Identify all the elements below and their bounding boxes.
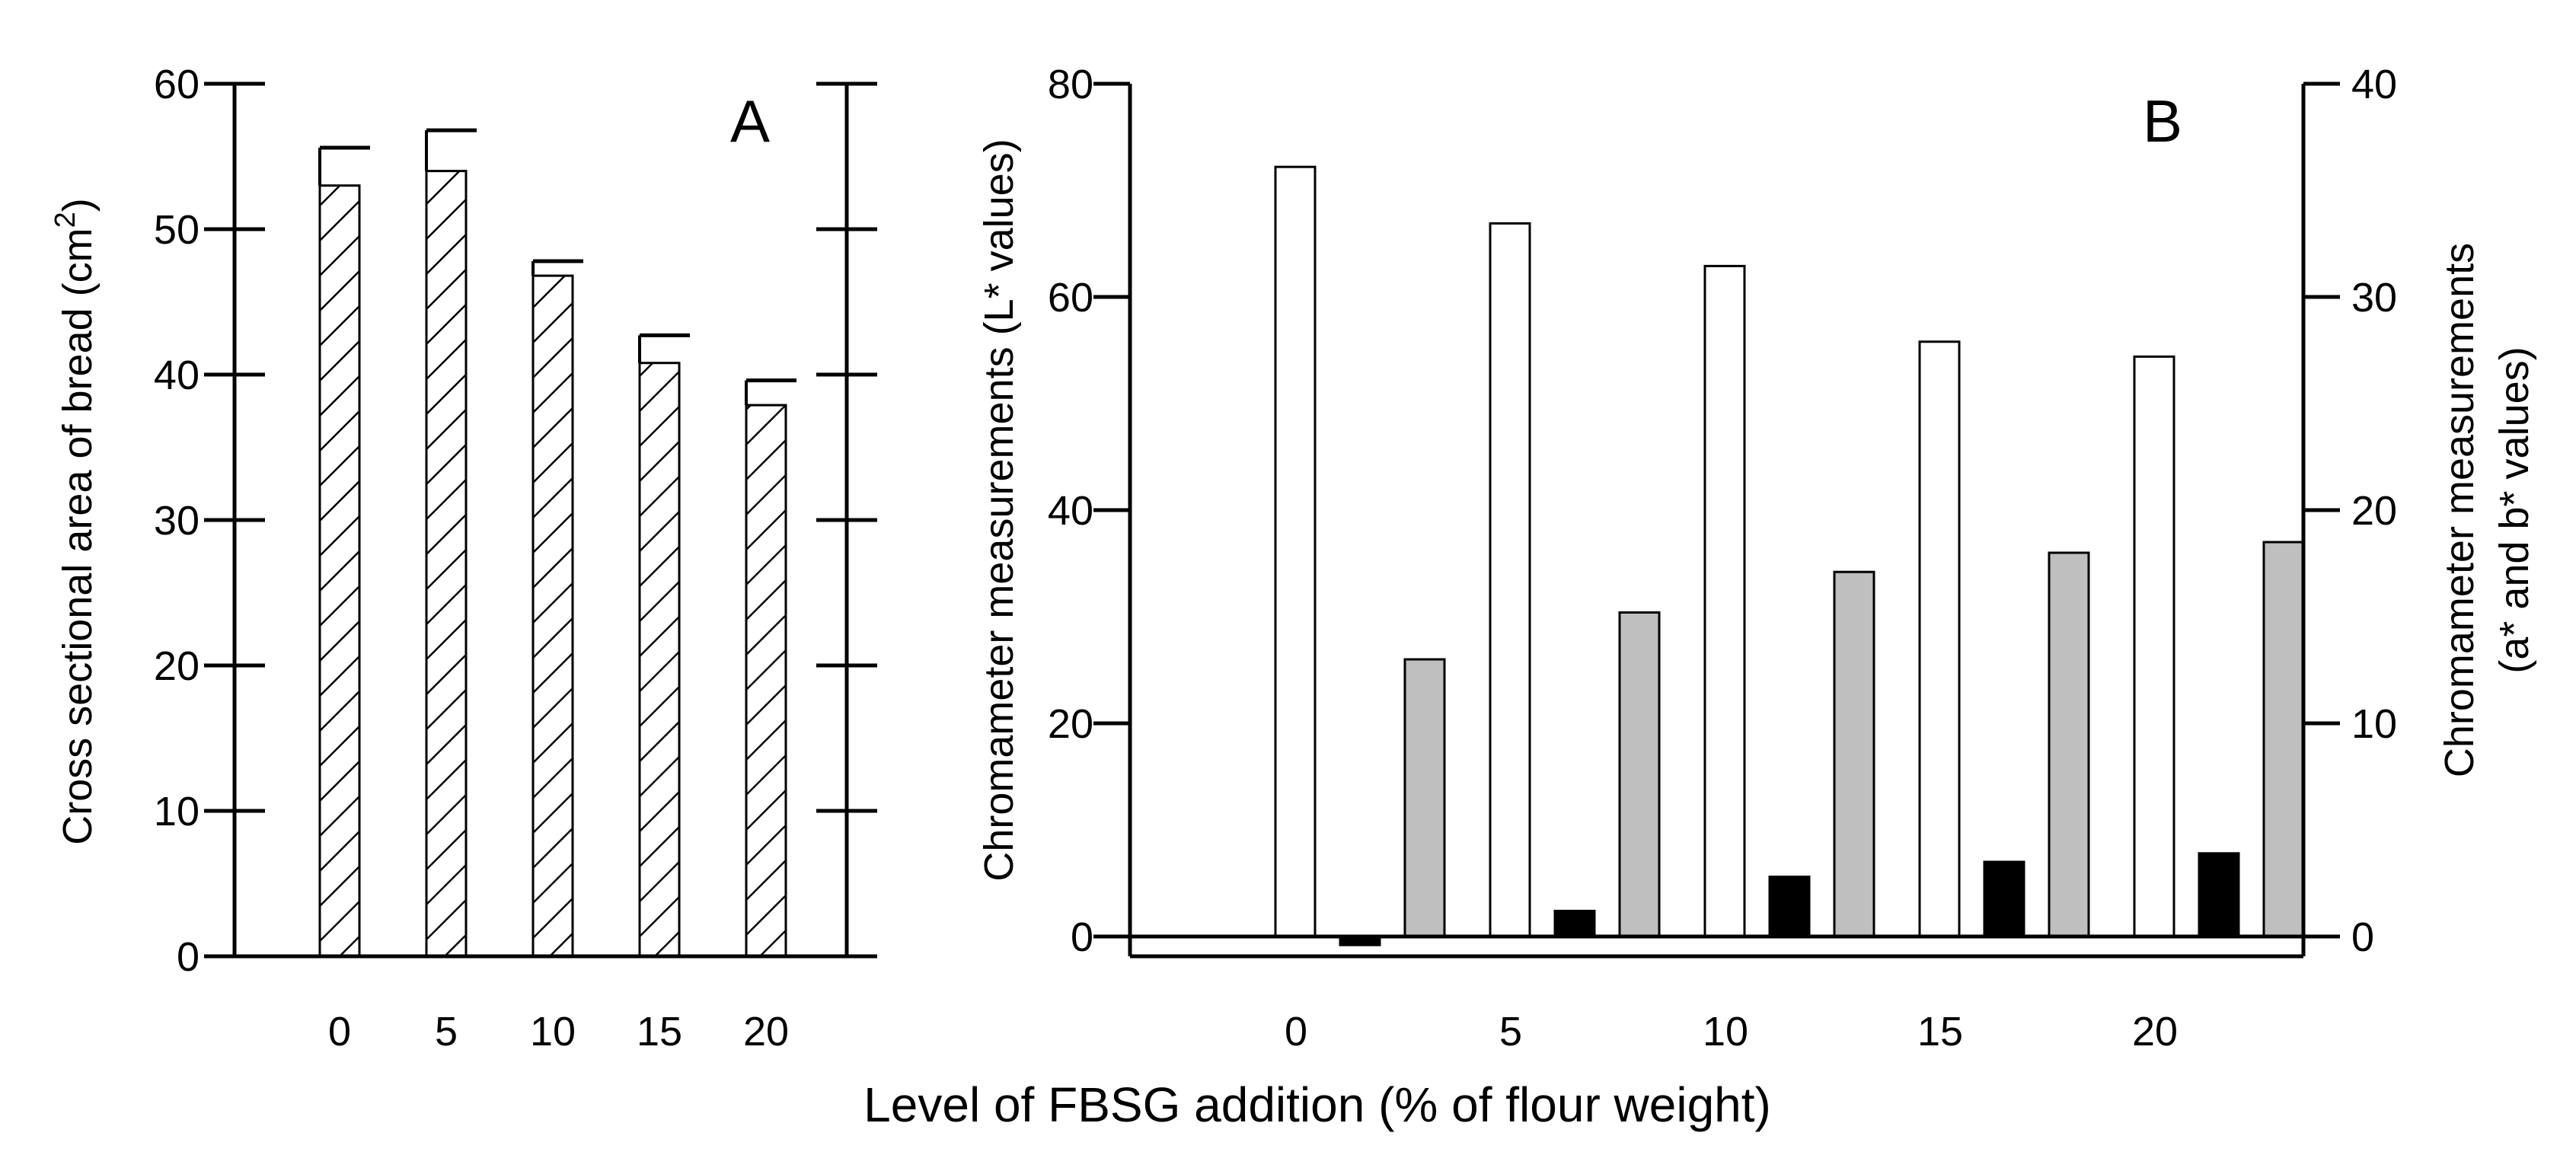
- panel-a-y-tick-0: 0: [177, 934, 200, 980]
- panel-a-x-tick-labels: 0 5 10 15 20: [328, 1009, 789, 1055]
- panel-a-y-tick-50: 50: [154, 207, 200, 253]
- panel-b-x-tick-20: 20: [2132, 1009, 2178, 1055]
- panel-b-bar-astar-20: [2198, 852, 2240, 938]
- panel-a-bar-10: [531, 274, 574, 958]
- panel-a: 0 10 20 30 40 50 60 0 5 10 15 20 A Cross sectional…: [49, 62, 877, 1055]
- panel-b-bar-bstar-15: [2048, 551, 2090, 938]
- panel-b-label: B: [2143, 88, 2182, 155]
- panel-b-x-tick-labels: 0 5 10 15 20: [1285, 1009, 2178, 1055]
- panel-b-bar-lstar-15: [1918, 340, 1961, 938]
- panel-b-right-tick-0: 0: [2351, 914, 2374, 960]
- panel-b-bar-bstar-20: [2262, 541, 2305, 938]
- panel-b-right-axis-label-line2: (a* and b* values): [2491, 346, 2537, 673]
- panel-b-bar-astar-5: [1553, 909, 1596, 938]
- panel-b-left-tick-40: 40: [1048, 488, 1093, 534]
- panel-a-y-tick-60: 60: [154, 62, 200, 107]
- panel-b-right-tick-labels: 0 10 20 30 40: [2351, 62, 2397, 960]
- panel-b-bars: [1274, 165, 2305, 946]
- panel-a-y-axis-label: Cross sectional area of bread (cm2): [49, 198, 101, 844]
- panel-b-x-tick-15: 15: [1917, 1009, 1963, 1055]
- panel-a-y-tick-10: 10: [154, 789, 200, 834]
- panel-a-label: A: [730, 88, 770, 155]
- panel-a-bar-20: [745, 404, 787, 958]
- panel-b-x-tick-0: 0: [1285, 1009, 1307, 1055]
- panel-b-right-tick-30: 30: [2351, 275, 2397, 321]
- panel-b-right-tick-20: 20: [2351, 488, 2397, 534]
- panel-b-left-tick-0: 0: [1071, 914, 1093, 960]
- panel-a-y-tick-20: 20: [154, 643, 200, 689]
- panel-b-left-tick-60: 60: [1048, 275, 1093, 321]
- panel-b-left-tick-80: 80: [1048, 62, 1093, 107]
- panel-a-x-tick-20: 20: [743, 1009, 789, 1055]
- panel-b-left-axis-label: Chromameter measurements (L* values): [976, 139, 1022, 881]
- panel-a-x-tick-0: 0: [328, 1009, 351, 1055]
- panel-b-right-tick-40: 40: [2351, 62, 2397, 107]
- panel-a-y-tick-30: 30: [154, 498, 200, 544]
- panel-a-bar-0: [318, 184, 361, 958]
- panel-b-bar-bstar-5: [1618, 611, 1661, 938]
- panel-b-x-tick-5: 5: [1499, 1009, 1522, 1055]
- panel-a-x-tick-5: 5: [435, 1009, 458, 1055]
- panel-a-bar-5: [425, 170, 468, 958]
- panel-a-bars: [318, 128, 796, 958]
- panel-a-axes: [204, 81, 877, 959]
- panel-b-bar-bstar-10: [1833, 570, 1875, 938]
- panel-b-bar-lstar-0: [1274, 165, 1317, 938]
- panel-b-bar-lstar-20: [2133, 355, 2175, 938]
- panel-b-bar-lstar-10: [1703, 264, 1746, 938]
- panel-b-left-tick-labels: 0 20 40 60 80: [1048, 62, 1093, 960]
- panel-a-y-tick-labels: 0 10 20 30 40 50 60: [154, 62, 200, 980]
- panel-b-x-tick-10: 10: [1703, 1009, 1748, 1055]
- shared-x-axis-label: Level of FBSG addition (% of flour weigh…: [863, 1077, 1771, 1132]
- panel-a-bar-15: [638, 362, 681, 958]
- panel-b-bar-bstar-0: [1403, 658, 1446, 938]
- panel-b: 0 20 40 60 80 0 10 20 30 40 0 5 10 15 20 B Chromamet…: [976, 62, 2537, 1055]
- panel-b-bar-astar-15: [1983, 860, 2025, 938]
- panel-b-right-axis-label-line1: Chromameter measurements: [2437, 243, 2482, 777]
- panel-b-bar-lstar-5: [1489, 222, 1531, 938]
- panel-a-x-tick-15: 15: [637, 1009, 682, 1055]
- panel-b-right-tick-10: 10: [2351, 701, 2397, 747]
- panel-b-axes: [1093, 81, 2340, 959]
- panel-b-bar-astar-10: [1768, 876, 1811, 938]
- panel-a-x-tick-10: 10: [530, 1009, 576, 1055]
- panel-a-y-tick-40: 40: [154, 353, 200, 398]
- panel-b-left-tick-20: 20: [1048, 701, 1093, 747]
